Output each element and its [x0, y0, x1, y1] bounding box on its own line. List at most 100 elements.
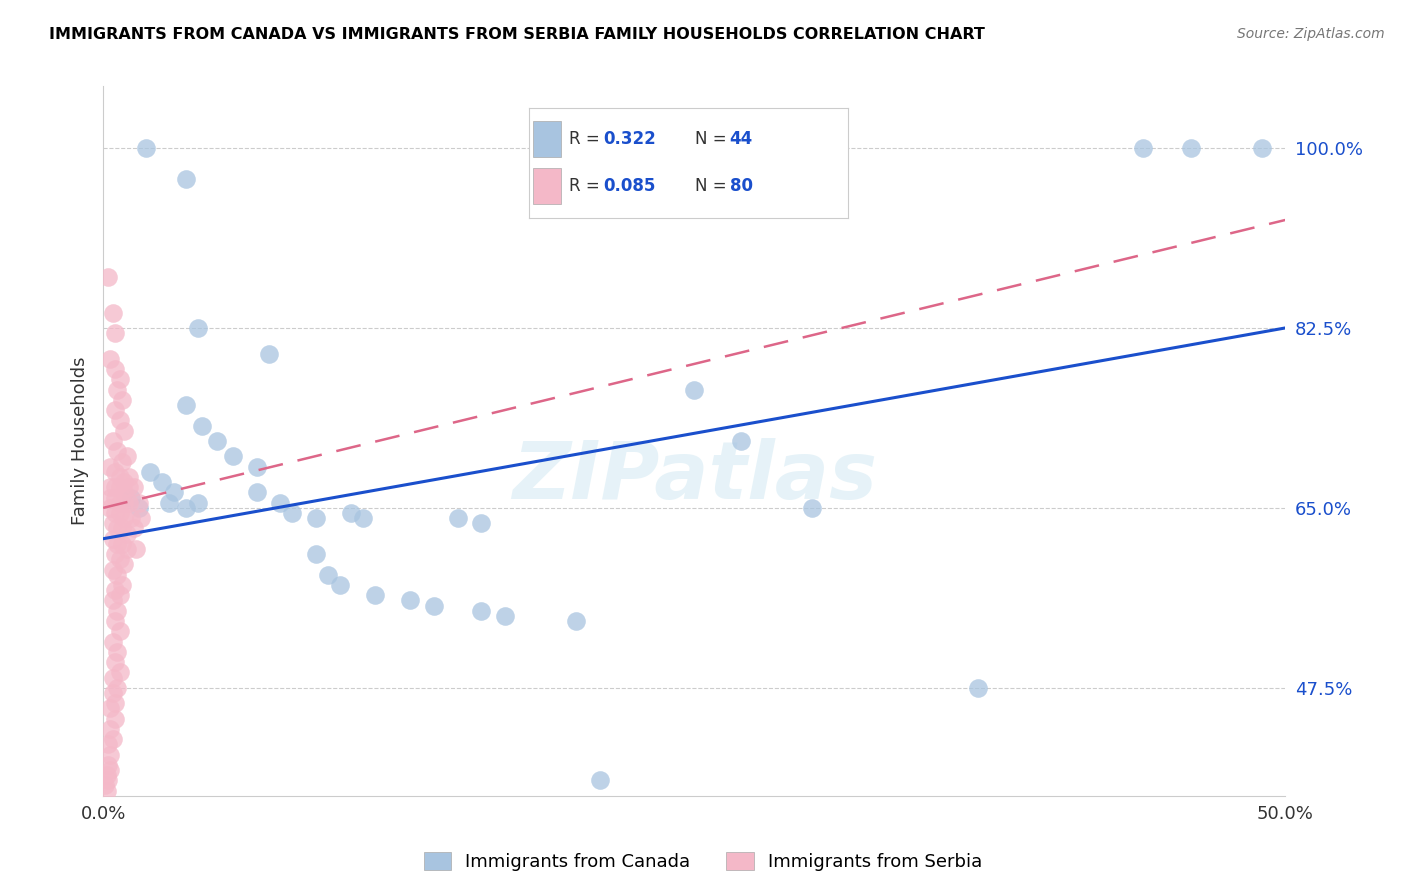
Point	[104, 547, 127, 561]
Point	[122, 521, 145, 535]
Point	[246, 485, 269, 500]
Point	[108, 372, 131, 386]
Point	[328, 578, 350, 592]
Point	[101, 434, 124, 448]
Point	[101, 686, 124, 700]
Point	[108, 413, 131, 427]
Point	[98, 480, 121, 494]
Point	[111, 392, 134, 407]
Point	[305, 511, 328, 525]
Point	[174, 172, 197, 186]
Point	[966, 681, 988, 695]
Point	[115, 541, 138, 556]
Point	[187, 321, 209, 335]
Y-axis label: Family Households: Family Households	[72, 357, 89, 525]
Point	[340, 506, 363, 520]
Point	[104, 362, 127, 376]
Point	[118, 470, 141, 484]
Point	[112, 511, 135, 525]
Point	[94, 779, 117, 793]
Point	[104, 491, 127, 505]
Point	[105, 444, 128, 458]
Point	[447, 511, 470, 525]
Point	[104, 403, 127, 417]
Point	[364, 588, 387, 602]
Point	[101, 634, 124, 648]
Point	[98, 722, 121, 736]
Point	[104, 655, 127, 669]
Point	[257, 346, 280, 360]
Point	[104, 583, 127, 598]
Point	[1132, 141, 1154, 155]
Point	[118, 496, 141, 510]
Point	[98, 747, 121, 762]
Point	[118, 480, 141, 494]
Legend: Immigrants from Canada, Immigrants from Serbia: Immigrants from Canada, Immigrants from …	[416, 846, 990, 879]
Point	[108, 506, 131, 520]
Point	[588, 773, 610, 788]
Point	[730, 434, 752, 448]
Point	[125, 541, 148, 556]
Point	[470, 604, 492, 618]
Point	[104, 506, 127, 520]
Point	[305, 547, 328, 561]
Point	[128, 500, 150, 515]
Point	[97, 758, 120, 772]
Point	[352, 511, 374, 525]
Point	[101, 671, 124, 685]
Point	[111, 578, 134, 592]
Point	[105, 521, 128, 535]
Point	[105, 537, 128, 551]
Point	[105, 645, 128, 659]
Point	[801, 500, 824, 515]
Point	[101, 516, 124, 531]
Point	[108, 480, 131, 494]
Point	[128, 496, 150, 510]
Point	[101, 563, 124, 577]
Point	[205, 434, 228, 448]
Point	[112, 558, 135, 572]
Point	[105, 604, 128, 618]
Point	[683, 383, 706, 397]
Point	[98, 500, 121, 515]
Point	[98, 351, 121, 366]
Point	[121, 491, 143, 505]
Point	[101, 532, 124, 546]
Point	[112, 496, 135, 510]
Text: IMMIGRANTS FROM CANADA VS IMMIGRANTS FROM SERBIA FAMILY HOUSEHOLDS CORRELATION C: IMMIGRANTS FROM CANADA VS IMMIGRANTS FRO…	[49, 27, 986, 42]
Point	[105, 383, 128, 397]
Point	[104, 696, 127, 710]
Point	[101, 732, 124, 747]
Point	[97, 773, 120, 788]
Point	[98, 459, 121, 474]
Point	[97, 269, 120, 284]
Point	[105, 681, 128, 695]
Point	[139, 465, 162, 479]
Point	[96, 783, 118, 797]
Point	[105, 567, 128, 582]
Point	[108, 552, 131, 566]
Point	[108, 588, 131, 602]
Point	[98, 491, 121, 505]
Point	[112, 485, 135, 500]
Point	[612, 141, 634, 155]
Point	[121, 511, 143, 525]
Point	[112, 424, 135, 438]
Point	[269, 496, 291, 510]
Point	[97, 737, 120, 751]
Point	[565, 614, 588, 628]
Point	[112, 475, 135, 490]
Point	[135, 141, 157, 155]
Point	[111, 537, 134, 551]
Point	[191, 418, 214, 433]
Point	[108, 470, 131, 484]
Point	[108, 496, 131, 510]
Point	[122, 480, 145, 494]
Text: ZIPatlas: ZIPatlas	[512, 438, 877, 516]
Point	[222, 450, 245, 464]
Point	[1180, 141, 1202, 155]
Text: Source: ZipAtlas.com: Source: ZipAtlas.com	[1237, 27, 1385, 41]
Point	[108, 665, 131, 680]
Point	[115, 450, 138, 464]
Point	[187, 496, 209, 510]
